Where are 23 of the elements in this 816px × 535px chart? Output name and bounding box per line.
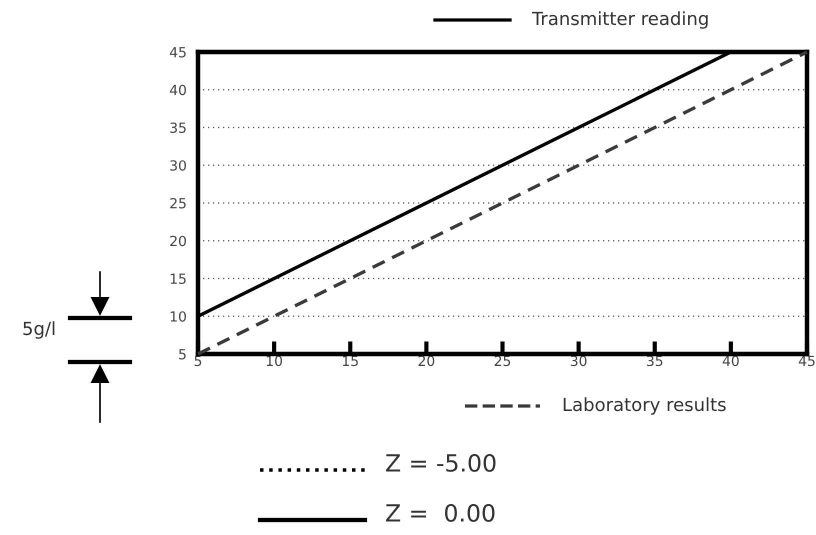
y-tick-label: 10 (170, 311, 186, 322)
text: 5g/l (23, 321, 54, 339)
x-tick-label: 20 (418, 356, 434, 366)
y-tick-label: 20 (170, 236, 186, 246)
y-tick-label: 15 (170, 274, 186, 284)
y-tick-label: 30 (170, 160, 186, 171)
text: Z = 0.00 (386, 504, 494, 522)
x-tick-label: 5 (194, 356, 202, 366)
y-tick-label: 25 (170, 198, 186, 208)
x-tick-label: 10 (266, 356, 282, 366)
y-tick-label: 40 (170, 84, 186, 96)
x-tick-label: 25 (494, 356, 510, 366)
x-tick-label: 40 (722, 356, 739, 366)
legend-label: Laboratory results (564, 397, 726, 415)
y-tick-label: 35 (170, 122, 186, 133)
x-tick-label: 30 (570, 356, 587, 366)
x-tick-label: 35 (646, 356, 662, 366)
legend-label: Transmitter reading (532, 11, 708, 29)
x-tick-label: 45 (798, 356, 815, 366)
x-tick-label: 15 (342, 356, 358, 366)
text: Z = -5.00 (386, 454, 496, 472)
y-tick-label: 5 (179, 349, 186, 360)
y-tick-label: 45 (170, 47, 186, 58)
